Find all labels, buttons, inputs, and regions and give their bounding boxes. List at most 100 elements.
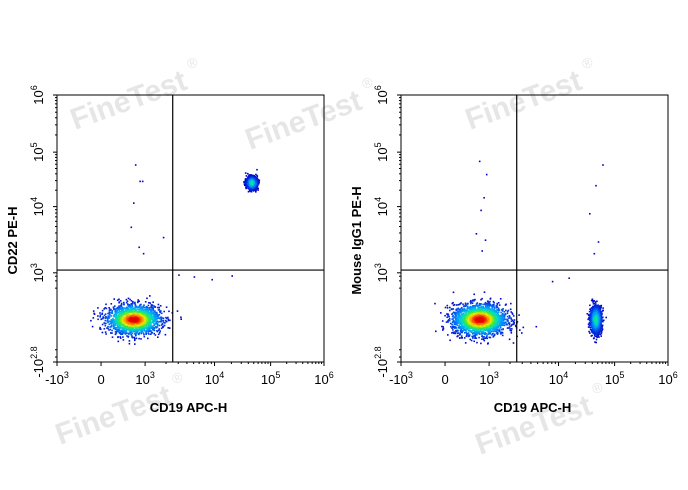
event-dot [126, 320, 128, 323]
event-dot [498, 329, 500, 332]
event-dot [496, 302, 498, 305]
event-dot [132, 320, 134, 323]
event-dot [162, 236, 165, 239]
event-dot [116, 307, 118, 310]
event-dot [122, 328, 124, 330]
event-dot [253, 174, 255, 177]
event-dot [521, 332, 523, 334]
event-dot [145, 323, 148, 326]
event-dot [152, 324, 154, 327]
event-dot [134, 306, 137, 308]
event-dot [249, 186, 251, 189]
event-dot [134, 329, 137, 331]
event-dot [143, 330, 146, 332]
event-dot [103, 328, 106, 330]
event-dot [478, 311, 481, 314]
event-dot [257, 187, 259, 190]
event-dot [488, 323, 490, 325]
event-dot [160, 312, 163, 315]
event-dot [138, 309, 141, 311]
event-dot [140, 329, 143, 332]
event-dot [149, 329, 152, 332]
event-dot [126, 312, 129, 315]
event-dot [454, 326, 456, 328]
event-dot [152, 329, 155, 331]
event-dot [134, 164, 137, 166]
event-dot [447, 319, 450, 321]
event-dot [244, 178, 247, 181]
event-dot [141, 180, 144, 183]
event-dot [124, 315, 126, 317]
event-dot [119, 317, 122, 319]
event-dot [110, 315, 113, 317]
event-dot [122, 315, 125, 317]
event-dot [471, 331, 473, 333]
event-dot [99, 316, 101, 318]
event-dot [255, 181, 257, 183]
event-dot [118, 309, 120, 311]
event-dot [119, 320, 122, 322]
event-dot [489, 300, 491, 303]
event-dot [245, 184, 247, 186]
event-dot [250, 190, 253, 193]
event-dot [446, 320, 449, 322]
event-dot [148, 323, 151, 326]
event-dot [93, 313, 96, 315]
event-dot [140, 338, 142, 340]
event-dot [499, 317, 502, 320]
event-dot [99, 328, 101, 330]
event-dot [111, 322, 113, 324]
event-dot [491, 318, 494, 321]
event-dot [163, 324, 165, 327]
event-dot [500, 328, 503, 331]
event-dot [140, 310, 143, 312]
event-dot [138, 300, 140, 302]
event-dot [155, 327, 158, 329]
event-dot [507, 320, 509, 323]
event-dot [435, 330, 437, 333]
event-dot [134, 324, 137, 326]
event-dot [469, 338, 471, 341]
event-dot [132, 327, 135, 330]
event-dot [102, 317, 104, 320]
event-dot [474, 327, 477, 330]
event-dot [110, 303, 113, 305]
event-dot [479, 307, 481, 309]
event-dot [139, 326, 141, 329]
event-dot [116, 319, 119, 321]
event-dot [506, 310, 509, 313]
event-dot [158, 308, 161, 311]
event-dot [118, 325, 120, 327]
event-dot [465, 312, 468, 314]
event-dot [166, 317, 168, 320]
event-dot [152, 321, 155, 324]
event-dot [137, 316, 139, 319]
event-dot [448, 319, 451, 322]
event-dot [498, 330, 501, 333]
event-dot [142, 329, 144, 331]
event-dot [155, 320, 158, 322]
event-dot [143, 328, 146, 331]
event-dot [461, 329, 464, 332]
event-dot [110, 321, 112, 324]
event-dot [165, 316, 167, 319]
event-dot [162, 321, 165, 323]
event-dot [120, 312, 122, 315]
event-dot [114, 315, 116, 318]
event-dot [140, 311, 143, 314]
event-dot [458, 308, 460, 311]
event-dot [457, 311, 459, 313]
event-dot [151, 308, 153, 310]
event-dot [114, 324, 117, 326]
event-dot [167, 319, 170, 322]
event-dot [471, 302, 474, 304]
event-dot [145, 325, 147, 328]
event-dot [132, 302, 134, 305]
event-dot [497, 329, 499, 332]
event-dot [109, 328, 112, 331]
event-dot [108, 309, 111, 312]
event-dot [117, 340, 120, 343]
event-dot [141, 322, 144, 324]
